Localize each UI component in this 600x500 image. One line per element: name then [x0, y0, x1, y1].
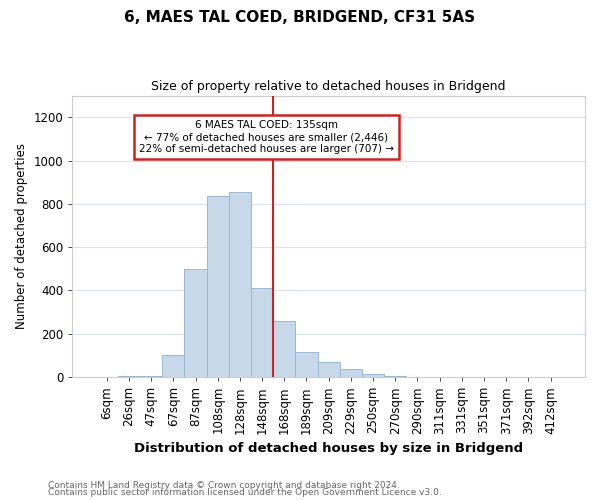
Bar — [317, 362, 340, 377]
Text: 6, MAES TAL COED, BRIDGEND, CF31 5AS: 6, MAES TAL COED, BRIDGEND, CF31 5AS — [124, 10, 476, 25]
X-axis label: Distribution of detached houses by size in Bridgend: Distribution of detached houses by size … — [134, 442, 523, 455]
Title: Size of property relative to detached houses in Bridgend: Size of property relative to detached ho… — [151, 80, 506, 93]
Bar — [206, 196, 229, 377]
Text: 6 MAES TAL COED: 135sqm
← 77% of detached houses are smaller (2,446)
22% of semi: 6 MAES TAL COED: 135sqm ← 77% of detache… — [139, 120, 394, 154]
Bar — [273, 320, 295, 377]
Text: Contains HM Land Registry data © Crown copyright and database right 2024.: Contains HM Land Registry data © Crown c… — [48, 480, 400, 490]
Text: Contains public sector information licensed under the Open Government Licence v3: Contains public sector information licen… — [48, 488, 442, 497]
Bar — [340, 370, 362, 377]
Bar — [251, 288, 273, 377]
Bar — [229, 192, 251, 377]
Bar — [162, 356, 184, 377]
Y-axis label: Number of detached properties: Number of detached properties — [15, 144, 28, 330]
Bar — [362, 374, 384, 377]
Bar — [118, 376, 140, 377]
Bar — [184, 269, 206, 377]
Bar — [140, 376, 162, 377]
Bar — [295, 352, 317, 377]
Bar — [384, 376, 406, 377]
